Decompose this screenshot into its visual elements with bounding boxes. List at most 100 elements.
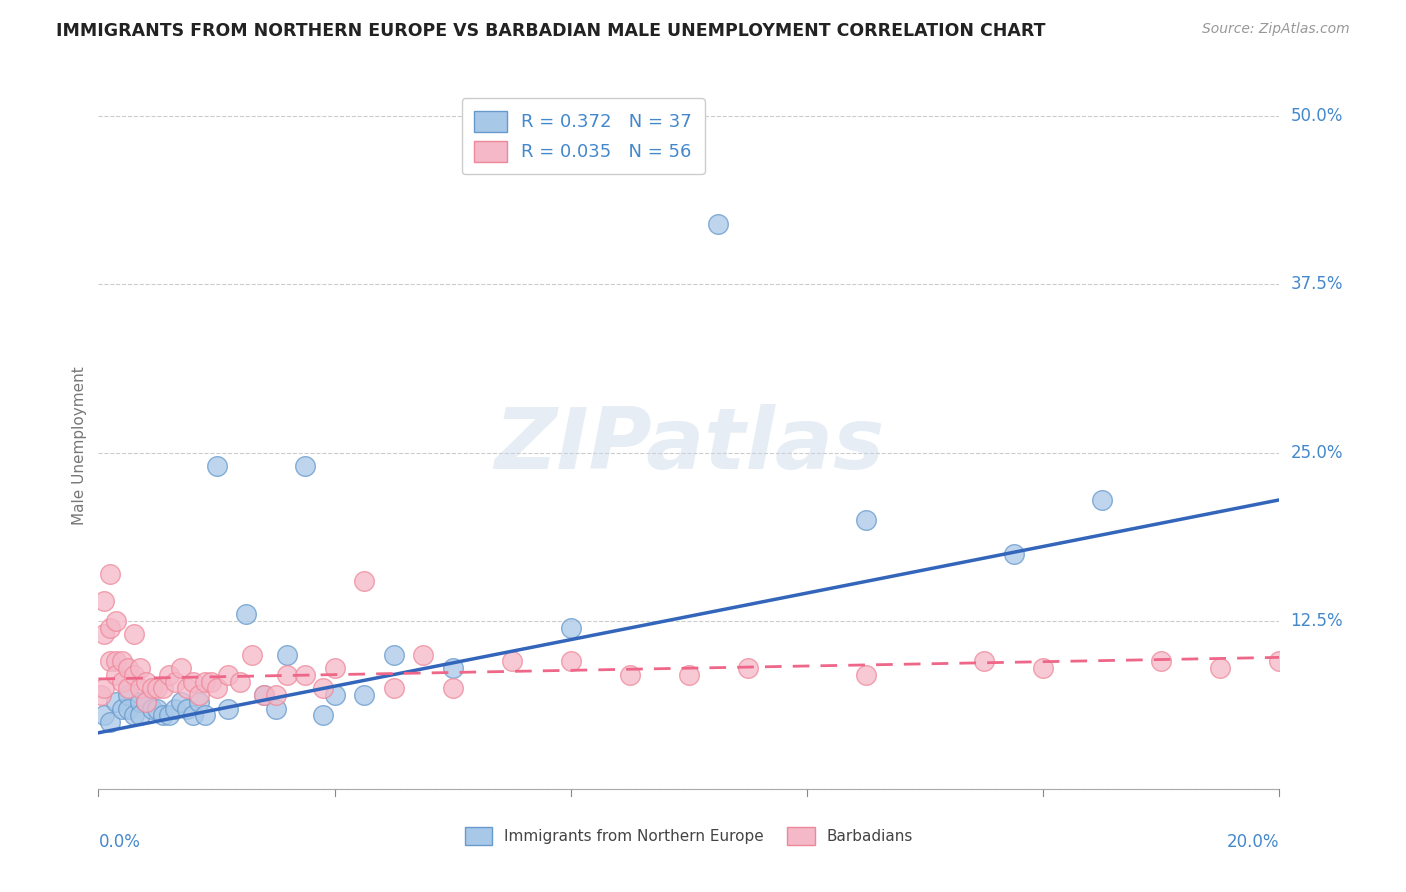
Point [1268, 655, 1291, 669]
Point [128, 708, 150, 723]
Point [678, 668, 700, 682]
Point [117, 661, 139, 675]
Point [157, 668, 180, 682]
Point [205, 681, 228, 696]
Point [276, 668, 298, 682]
Point [312, 681, 335, 696]
Point [135, 695, 157, 709]
Point [194, 708, 217, 723]
Point [128, 661, 150, 675]
Point [323, 688, 346, 702]
Point [382, 681, 405, 696]
Point [105, 614, 128, 628]
Point [146, 701, 169, 715]
Text: 12.5%: 12.5% [1291, 612, 1343, 630]
Text: 20.0%: 20.0% [1227, 833, 1279, 851]
Point [707, 217, 730, 231]
Point [412, 648, 434, 662]
Text: 0.0%: 0.0% [98, 833, 141, 851]
Point [619, 668, 641, 682]
Point [122, 627, 145, 641]
Point [135, 674, 157, 689]
Point [194, 674, 217, 689]
Point [294, 459, 316, 474]
Point [98, 714, 121, 729]
Point [973, 655, 995, 669]
Point [98, 655, 121, 669]
Point [111, 655, 134, 669]
Point [1002, 547, 1025, 561]
Point [176, 681, 198, 696]
Point [187, 695, 209, 709]
Point [152, 708, 174, 723]
Point [93, 708, 115, 723]
Point [176, 701, 198, 715]
Point [501, 655, 523, 669]
Point [152, 681, 174, 696]
Point [98, 566, 121, 581]
Text: Source: ZipAtlas.com: Source: ZipAtlas.com [1202, 22, 1350, 37]
Point [165, 674, 187, 689]
Point [128, 695, 150, 709]
Point [217, 668, 239, 682]
Legend: Immigrants from Northern Europe, Barbadians: Immigrants from Northern Europe, Barbadi… [457, 820, 921, 852]
Point [1150, 655, 1173, 669]
Point [855, 513, 877, 527]
Point [205, 459, 228, 474]
Point [200, 674, 222, 689]
Point [382, 648, 405, 662]
Point [181, 674, 204, 689]
Point [105, 655, 128, 669]
Point [105, 668, 128, 682]
Point [323, 661, 346, 675]
Text: 25.0%: 25.0% [1291, 443, 1343, 462]
Point [235, 607, 257, 622]
Point [93, 627, 115, 641]
Point [264, 688, 287, 702]
Point [117, 688, 139, 702]
Point [855, 668, 877, 682]
Point [105, 695, 128, 709]
Point [441, 681, 464, 696]
Point [122, 668, 145, 682]
Point [111, 674, 134, 689]
Point [117, 701, 139, 715]
Point [135, 695, 157, 709]
Point [146, 681, 169, 696]
Point [312, 708, 335, 723]
Text: ZIPatlas: ZIPatlas [494, 404, 884, 488]
Y-axis label: Male Unemployment: Male Unemployment [72, 367, 87, 525]
Point [141, 701, 163, 715]
Point [1209, 661, 1232, 675]
Point [264, 701, 287, 715]
Point [294, 668, 316, 682]
Point [240, 648, 263, 662]
Point [117, 681, 139, 696]
Text: 37.5%: 37.5% [1291, 276, 1343, 293]
Point [90, 688, 112, 702]
Point [217, 701, 239, 715]
Point [122, 708, 145, 723]
Point [187, 688, 209, 702]
Point [441, 661, 464, 675]
Point [560, 621, 582, 635]
Point [93, 681, 115, 696]
Point [170, 695, 193, 709]
Point [276, 648, 298, 662]
Point [98, 621, 121, 635]
Point [181, 708, 204, 723]
Point [165, 701, 187, 715]
Point [170, 661, 193, 675]
Text: 50.0%: 50.0% [1291, 107, 1343, 125]
Point [128, 681, 150, 696]
Point [353, 688, 375, 702]
Point [253, 688, 276, 702]
Point [111, 701, 134, 715]
Text: IMMIGRANTS FROM NORTHERN EUROPE VS BARBADIAN MALE UNEMPLOYMENT CORRELATION CHART: IMMIGRANTS FROM NORTHERN EUROPE VS BARBA… [56, 22, 1046, 40]
Point [1032, 661, 1054, 675]
Point [1091, 492, 1114, 507]
Point [353, 574, 375, 588]
Point [93, 594, 115, 608]
Point [141, 681, 163, 696]
Point [737, 661, 759, 675]
